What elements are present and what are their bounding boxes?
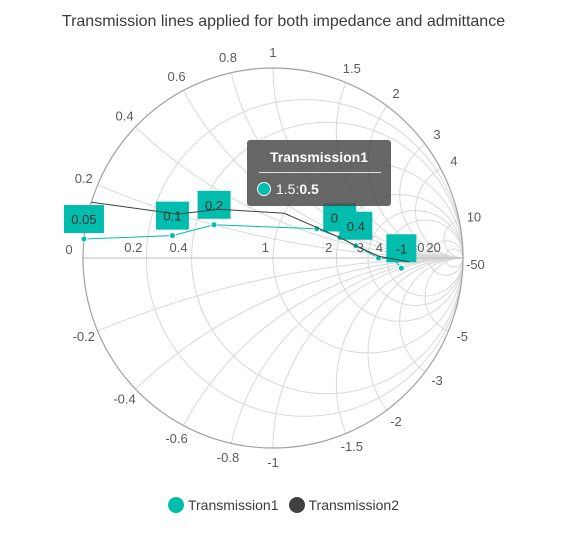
- reactance-label: 1.5: [343, 61, 361, 76]
- reactance-label: 4: [450, 154, 457, 169]
- resistance-label: -50: [466, 257, 485, 272]
- series-transmission2: [91, 201, 410, 263]
- data-point: [210, 221, 218, 229]
- resistance-label: 2: [325, 240, 332, 255]
- tooltip-x-value: 1.5: [276, 181, 296, 197]
- reactance-label: 0.6: [167, 69, 185, 84]
- reactance-label: -5: [456, 329, 468, 344]
- outer-circle: [82, 67, 464, 449]
- reactance-label: 2: [392, 86, 399, 101]
- resistance-label: 0: [65, 242, 72, 257]
- data-label-box: [197, 190, 231, 219]
- tooltip-divider: [259, 172, 381, 173]
- data-label: 0.05: [71, 212, 96, 227]
- series-line: [91, 201, 410, 263]
- reactance-label: -0.8: [217, 450, 239, 465]
- reactance-arc: [399, 257, 463, 386]
- legend-label: Transmission1: [187, 497, 279, 513]
- data-label-box: [339, 211, 373, 240]
- reactance-label: 0.8: [219, 50, 237, 65]
- reactance-arc: [335, 257, 463, 448]
- tooltip: Transmission1 1.5 : 0.5: [247, 140, 391, 206]
- reactance-label: -0.6: [165, 431, 187, 446]
- reactance-label: 0.4: [116, 109, 134, 124]
- tooltip-row: 1.5 : 0.5: [257, 181, 391, 197]
- resistance-label: 0.2: [124, 240, 142, 255]
- legend: Transmission1 Transmission2: [0, 497, 567, 513]
- resistance-label: 20: [426, 240, 440, 255]
- legend-item-transmission2[interactable]: Transmission2: [288, 497, 400, 513]
- data-point: [80, 235, 88, 243]
- tooltip-separator: :: [295, 181, 300, 197]
- reactance-label: -3: [431, 373, 443, 388]
- data-label: 0.1: [163, 209, 181, 224]
- data-label-box: [155, 201, 189, 230]
- legend-item-transmission1[interactable]: Transmission1: [167, 497, 279, 513]
- data-label-box: [63, 205, 104, 234]
- reactance-label: 0.2: [75, 171, 93, 186]
- reactance-label: -2: [390, 414, 402, 429]
- legend-circle-icon: [288, 497, 305, 513]
- resistance-label: 4: [376, 240, 383, 255]
- tooltip-marker-icon: [257, 182, 271, 196]
- legend-circle-icon: [167, 497, 184, 513]
- data-point: [168, 232, 176, 240]
- data-label: -1: [396, 241, 408, 256]
- reactance-arc: [424, 257, 463, 335]
- reactance-label: -0.2: [73, 329, 95, 344]
- reactance-arc: [443, 219, 463, 259]
- reactance-arc: [335, 68, 463, 259]
- reactance-label: -0.4: [113, 391, 135, 406]
- resistance-label: 0.4: [169, 240, 187, 255]
- reactance-label: 1: [269, 45, 276, 60]
- reactance-label: 10: [467, 209, 481, 224]
- reactance-label: -1: [267, 455, 279, 470]
- chart-title: Transmission lines applied for both impe…: [61, 13, 506, 30]
- series-layer: 0.050.10.20.50.4-1: [63, 190, 417, 272]
- legend-label: Transmission2: [308, 497, 400, 513]
- reactance-arc: [367, 257, 463, 448]
- reactance-label: 3: [433, 127, 440, 142]
- data-label: 0.4: [347, 219, 365, 234]
- reactance-label: -1.5: [341, 439, 363, 454]
- tooltip-y-value: 0.5: [299, 181, 319, 197]
- data-point: [397, 264, 405, 272]
- reactance-arc: [415, 162, 463, 259]
- reactance-arc: [272, 68, 463, 259]
- tooltip-title: Transmission1: [269, 149, 369, 165]
- data-label-box: [386, 234, 417, 263]
- resistance-label: 1: [262, 240, 269, 255]
